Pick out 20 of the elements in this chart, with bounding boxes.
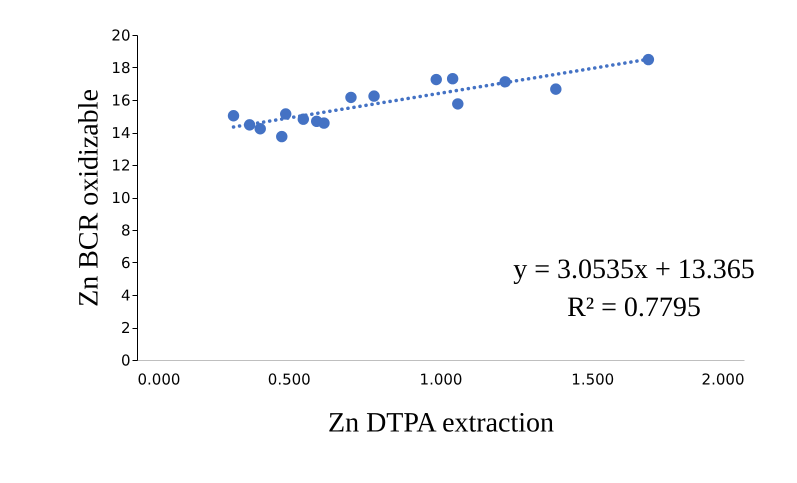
y-tick-label: 18 (111, 59, 130, 77)
x-tick-label: 0.500 (268, 370, 311, 388)
y-tick-label: 4 (120, 286, 130, 304)
y-axis-title: Zn BCR oxidizable (73, 89, 104, 307)
x-tick-label: 1.000 (420, 370, 462, 388)
x-axis-title: Zn DTPA extraction (328, 408, 554, 438)
y-tick-label: 6 (120, 254, 130, 272)
x-tick-label: 1.500 (571, 370, 614, 388)
y-tick-label: 14 (111, 124, 130, 142)
y-tick-label: 20 (111, 26, 130, 44)
annotation: R² = 0.7795 (567, 292, 701, 323)
y-tick-label: 12 (111, 156, 130, 174)
x-tick-label: 2.000 (702, 370, 744, 388)
x-tick-label: 0.000 (138, 370, 180, 388)
y-tick-label: 0 (120, 352, 130, 370)
y-tick-label: 2 (120, 319, 130, 337)
annotation: y = 3.0535x + 13.365 (513, 254, 755, 285)
y-tick-label: 10 (111, 189, 130, 207)
y-tick-label: 8 (120, 222, 130, 240)
y-tick-label: 16 (111, 92, 130, 110)
